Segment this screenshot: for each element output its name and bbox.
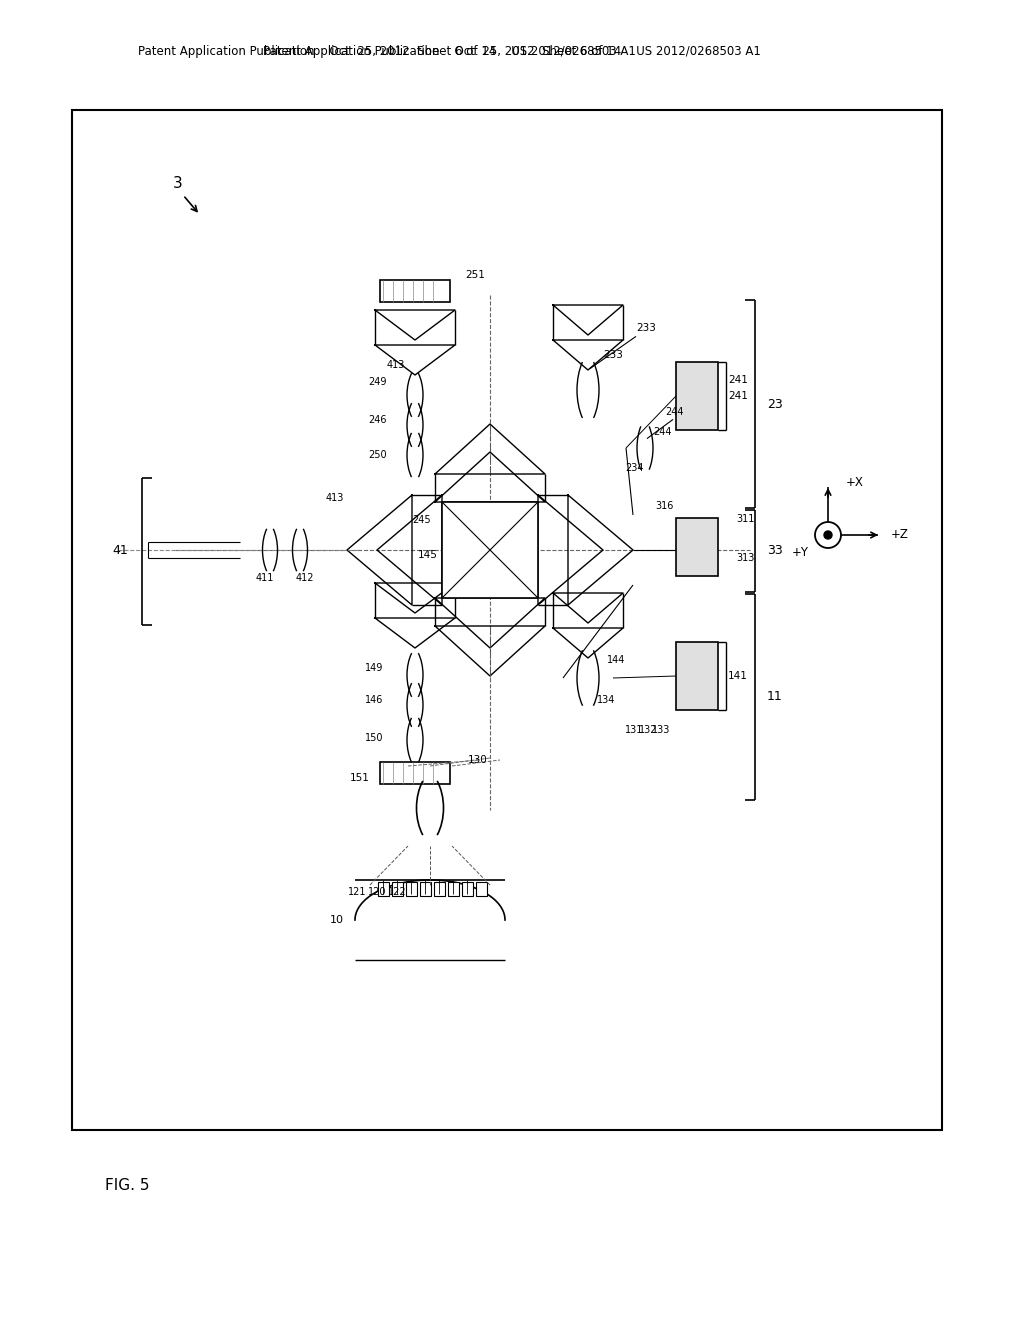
Text: 131: 131 <box>625 725 643 735</box>
Bar <box>370 290 670 560</box>
Text: 313: 313 <box>736 553 755 564</box>
Bar <box>676 517 718 576</box>
Text: 311: 311 <box>736 513 755 524</box>
Text: 413: 413 <box>326 492 344 503</box>
Bar <box>392 882 403 896</box>
Text: +Z: +Z <box>891 528 909 541</box>
Text: 130: 130 <box>468 755 487 766</box>
Text: 133: 133 <box>652 725 670 735</box>
Text: Patent Application Publication    Oct. 25, 2012  Sheet 6 of 14    US 2012/026850: Patent Application Publication Oct. 25, … <box>138 45 636 58</box>
Text: 233: 233 <box>603 350 623 360</box>
Text: 241: 241 <box>728 375 748 385</box>
Text: 120: 120 <box>368 887 386 898</box>
Bar <box>370 570 670 810</box>
Text: Patent Application Publication    Oct. 25, 2012  Sheet 6 of 14    US 2012/026850: Patent Application Publication Oct. 25, … <box>263 45 761 58</box>
Text: 241: 241 <box>728 391 748 401</box>
Bar <box>449 882 459 896</box>
Text: 141: 141 <box>728 671 748 681</box>
Text: 145: 145 <box>418 550 438 560</box>
Text: 121: 121 <box>348 887 367 898</box>
Bar <box>462 882 473 896</box>
Bar <box>72 110 942 1130</box>
Circle shape <box>815 521 841 548</box>
Text: 251: 251 <box>465 271 485 280</box>
Bar <box>676 362 718 430</box>
Text: 151: 151 <box>350 774 370 783</box>
Bar <box>418 478 562 622</box>
Bar <box>378 882 389 896</box>
Bar <box>476 882 487 896</box>
Text: 412: 412 <box>296 573 314 583</box>
Text: 41: 41 <box>113 544 128 557</box>
Text: 3: 3 <box>173 176 183 190</box>
Text: 144: 144 <box>607 655 626 665</box>
Text: 244: 244 <box>653 426 672 437</box>
Bar <box>406 882 417 896</box>
Text: 234: 234 <box>626 463 644 473</box>
Text: 10: 10 <box>330 915 344 925</box>
Bar <box>442 502 538 598</box>
Text: 149: 149 <box>365 663 383 673</box>
Text: 23: 23 <box>767 397 782 411</box>
Text: 134: 134 <box>597 696 615 705</box>
Bar <box>380 280 450 302</box>
Bar <box>420 882 431 896</box>
Text: 146: 146 <box>365 696 383 705</box>
Text: 132: 132 <box>639 725 657 735</box>
Text: +X: +X <box>846 477 864 490</box>
Text: +Y: +Y <box>792 546 809 560</box>
Text: 244: 244 <box>666 407 684 417</box>
Text: 245: 245 <box>413 515 431 525</box>
Text: 249: 249 <box>369 378 387 387</box>
Text: 411: 411 <box>256 573 274 583</box>
Text: 11: 11 <box>767 690 782 704</box>
Text: 33: 33 <box>767 544 782 557</box>
Bar <box>380 762 450 784</box>
Circle shape <box>824 531 831 539</box>
Text: 246: 246 <box>369 414 387 425</box>
Bar <box>676 642 718 710</box>
Text: 233: 233 <box>636 323 656 333</box>
Text: 122: 122 <box>388 887 407 898</box>
Text: 250: 250 <box>369 450 387 459</box>
Text: FIG. 5: FIG. 5 <box>105 1177 150 1192</box>
Text: 316: 316 <box>654 502 673 511</box>
Bar <box>434 882 445 896</box>
Text: 413: 413 <box>387 360 406 370</box>
Text: 150: 150 <box>365 733 383 743</box>
